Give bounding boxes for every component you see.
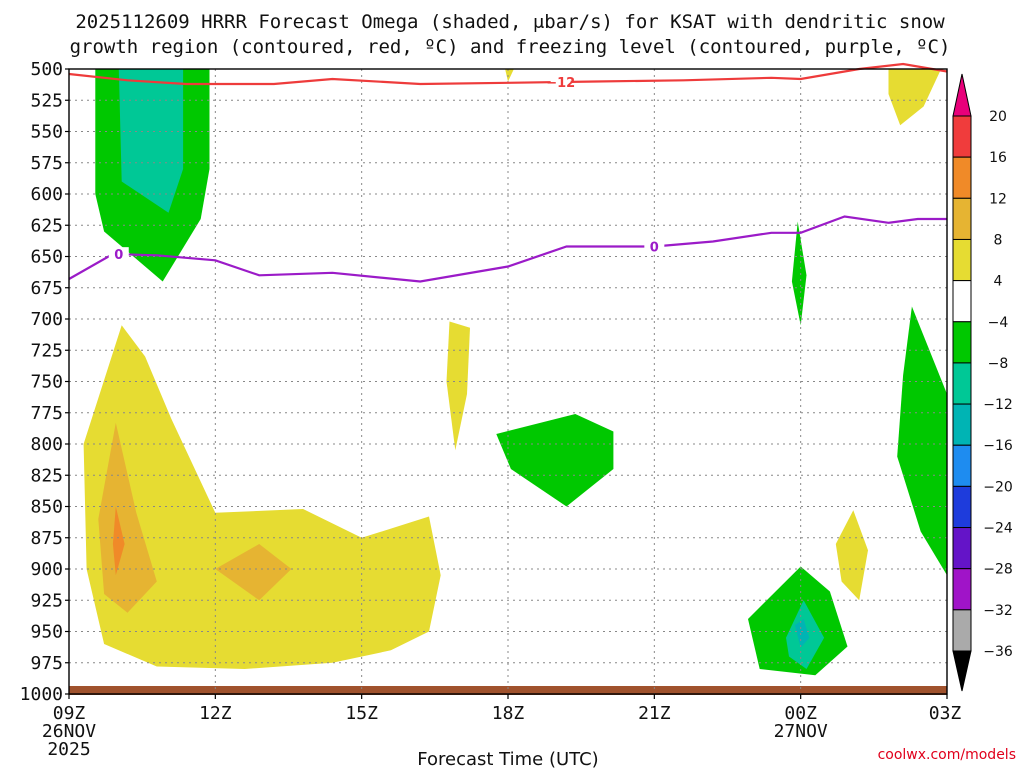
colorbar-box <box>952 609 972 652</box>
x-tick-date-00Z: 27NOV <box>774 721 828 742</box>
y-tick-label-975: 975 <box>30 653 63 674</box>
shaded-omega4-8-topright <box>888 69 942 126</box>
ground-surface-strip <box>69 686 947 695</box>
colorbar-box <box>952 485 972 529</box>
chart-title-line1: 2025112609 HRRR Forecast Omega (shaded, … <box>75 11 945 33</box>
y-tick-label-675: 675 <box>30 278 63 299</box>
colorbar-box <box>952 280 972 323</box>
x-tick-label-09Z: 09Z <box>53 703 86 724</box>
colorbar-box <box>952 115 972 158</box>
shaded-omega4-8-right-small <box>835 510 868 601</box>
y-tick-label-1000: 1000 <box>20 684 63 705</box>
colorbar-label: −16 <box>983 438 1013 454</box>
freezing-level-contour-label: 0 <box>114 248 123 263</box>
y-tick-label-900: 900 <box>30 559 63 580</box>
credit-text: coolwx.com/models <box>878 747 1016 763</box>
x-tick-label-00Z: 00Z <box>784 703 817 724</box>
colorbar-box <box>952 321 972 364</box>
x-tick-label-03Z: 03Z <box>929 703 962 724</box>
colorbar-label: 8 <box>994 232 1003 248</box>
colorbar-box <box>952 527 972 570</box>
colorbar-box <box>952 156 972 199</box>
omega-shading <box>83 69 947 676</box>
y-tick-label-575: 575 <box>30 153 63 174</box>
shaded-omega8-12-mid <box>215 544 292 601</box>
colorbar-label: −28 <box>983 562 1013 578</box>
y-tick-label-825: 825 <box>30 465 63 486</box>
colorbar-label: 12 <box>989 191 1007 207</box>
shaded-omega8-12-left <box>98 422 157 613</box>
freezing-level-contour-label: 0 <box>650 241 659 256</box>
colorbar-label: −4 <box>988 315 1009 331</box>
colorbar-label: −12 <box>983 397 1013 413</box>
colorbar-label: −20 <box>983 479 1013 495</box>
x-tick-year-09Z: 2025 <box>47 739 90 760</box>
colorbar-label: 16 <box>989 150 1007 166</box>
x-tick-date-09Z: 26NOV <box>42 721 96 742</box>
x-tick-label-21Z: 21Z <box>638 703 671 724</box>
shaded-omega4-8-left <box>83 325 441 669</box>
freezing-level-contour-line <box>68 215 947 283</box>
colorbar-label: −24 <box>983 521 1013 537</box>
colorbar-box <box>952 568 972 611</box>
y-tick-label-600: 600 <box>30 184 63 205</box>
colorbar-box <box>952 403 972 446</box>
shaded-omega-8-to-4-right <box>897 306 947 576</box>
y-tick-label-950: 950 <box>30 622 63 643</box>
colorbar-label: −36 <box>983 644 1013 660</box>
y-tick-label-925: 925 <box>30 590 63 611</box>
freezing-level-contour-label-bg <box>108 247 129 262</box>
colorbar-arrow-top <box>952 73 972 117</box>
y-tick-label-625: 625 <box>30 215 63 236</box>
colorbar-label: 4 <box>994 274 1003 290</box>
x-tick-label-18Z: 18Z <box>492 703 525 724</box>
chart-title-line2: growth region (contoured, red, ºC) and f… <box>70 36 951 58</box>
shaded-omega-12-to-8-upper <box>118 69 184 213</box>
shaded-omega-16-to-12-dot <box>794 619 810 648</box>
grid-lines <box>69 69 947 694</box>
y-tick-label-800: 800 <box>30 434 63 455</box>
colorbar-box <box>952 362 972 405</box>
y-tick-label-500: 500 <box>30 59 63 80</box>
shaded-omega-8-to-4-spike <box>791 221 807 326</box>
colorbar-box <box>952 444 972 487</box>
y-tick-label-775: 775 <box>30 403 63 424</box>
y-tick-label-650: 650 <box>30 247 63 268</box>
shaded-omega4-8-mid1 <box>446 321 470 451</box>
x-tick-label-15Z: 15Z <box>345 703 378 724</box>
y-tick-label-850: 850 <box>30 497 63 518</box>
x-axis-label: Forecast Time (UTC) <box>417 749 598 768</box>
y-tick-label-725: 725 <box>30 340 63 361</box>
shaded-omega-8-to-4-mid <box>496 414 614 507</box>
y-tick-label-525: 525 <box>30 90 63 111</box>
colorbar: 20 16 12 8 4 −4 −8 −12 −16 −20 −24 −28 −32 −36 <box>952 73 1013 692</box>
freezing-level-contour-label-bg <box>644 239 665 254</box>
x-tick-label-12Z: 12Z <box>199 703 232 724</box>
colorbar-arrow-bottom <box>952 650 972 692</box>
y-tick-label-550: 550 <box>30 122 63 143</box>
dgz-minus12-contour-label-bg <box>550 75 571 89</box>
dgz-minus12-contour-label: −12 <box>546 76 575 91</box>
colorbar-label: −32 <box>983 603 1013 619</box>
colorbar-label: 20 <box>989 109 1007 125</box>
contour-lines: −12 0 0 <box>68 62 948 283</box>
colorbar-box <box>952 238 972 282</box>
y-tick-label-750: 750 <box>30 372 63 393</box>
colorbar-label: −8 <box>988 356 1009 372</box>
y-tick-label-875: 875 <box>30 528 63 549</box>
y-axis-ticks: 500 525 550 575 600 625 650 675 700 725 750 775 800 8… <box>20 59 69 705</box>
shaded-omega4-8-top <box>505 69 514 82</box>
colorbar-box <box>952 197 972 240</box>
y-tick-label-700: 700 <box>30 309 63 330</box>
shaded-omega12-16-core <box>112 506 125 576</box>
